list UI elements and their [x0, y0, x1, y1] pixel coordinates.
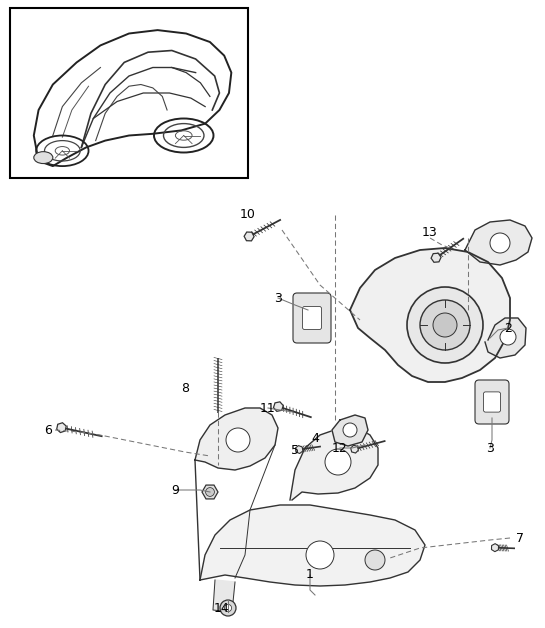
Circle shape: [225, 604, 232, 612]
Polygon shape: [350, 248, 510, 382]
FancyBboxPatch shape: [483, 392, 500, 412]
Polygon shape: [244, 232, 254, 241]
Text: 3: 3: [274, 291, 282, 305]
Text: 13: 13: [422, 227, 438, 239]
Polygon shape: [485, 318, 526, 358]
Polygon shape: [431, 253, 441, 263]
Circle shape: [343, 423, 357, 437]
Circle shape: [306, 541, 334, 569]
FancyBboxPatch shape: [475, 380, 509, 424]
Text: 8: 8: [181, 381, 189, 394]
FancyBboxPatch shape: [293, 293, 331, 343]
Bar: [10, 8, 248, 178]
Text: 11: 11: [260, 401, 276, 414]
Polygon shape: [57, 423, 66, 433]
Polygon shape: [195, 408, 278, 470]
Circle shape: [365, 550, 385, 570]
Polygon shape: [295, 446, 303, 453]
Text: 9: 9: [171, 484, 179, 497]
Text: 12: 12: [332, 441, 348, 455]
Text: 3: 3: [486, 441, 494, 455]
Polygon shape: [202, 485, 218, 499]
Polygon shape: [492, 544, 499, 551]
Circle shape: [500, 329, 516, 345]
Circle shape: [407, 287, 483, 363]
Polygon shape: [213, 580, 235, 612]
Text: 1: 1: [306, 568, 314, 582]
Polygon shape: [350, 445, 359, 453]
Text: 5: 5: [291, 443, 299, 457]
Circle shape: [420, 300, 470, 350]
Circle shape: [490, 233, 510, 253]
Polygon shape: [332, 415, 368, 446]
FancyBboxPatch shape: [302, 306, 322, 330]
Circle shape: [205, 487, 214, 496]
Circle shape: [325, 449, 351, 475]
Text: 6: 6: [44, 423, 52, 436]
Polygon shape: [200, 505, 425, 586]
Text: 10: 10: [240, 208, 256, 222]
Circle shape: [433, 313, 457, 337]
Ellipse shape: [34, 151, 53, 163]
Text: 14: 14: [214, 602, 230, 615]
Polygon shape: [465, 220, 532, 265]
Polygon shape: [290, 428, 378, 500]
Text: 2: 2: [504, 322, 512, 335]
Text: 4: 4: [311, 431, 319, 445]
Circle shape: [220, 600, 236, 616]
Polygon shape: [274, 402, 283, 411]
Circle shape: [226, 428, 250, 452]
Text: 7: 7: [516, 531, 524, 544]
